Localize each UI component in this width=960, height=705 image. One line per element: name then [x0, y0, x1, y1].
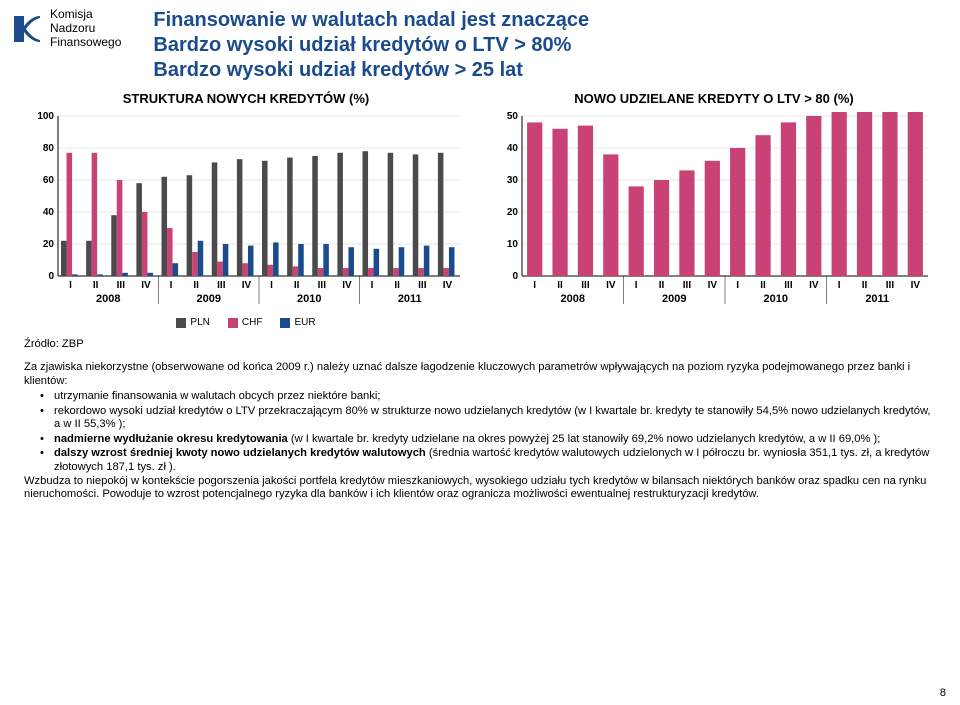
svg-text:50: 50 — [507, 111, 519, 122]
svg-text:III: III — [886, 280, 895, 291]
bullet3: nadmierne wydłużanie okresu kredytowania… — [24, 433, 936, 446]
svg-text:40: 40 — [507, 143, 519, 154]
svg-text:I: I — [736, 280, 739, 291]
svg-text:2011: 2011 — [865, 293, 889, 305]
svg-text:2008: 2008 — [96, 293, 120, 305]
logo-line1: Komisja — [50, 8, 121, 22]
svg-text:2008: 2008 — [561, 293, 585, 305]
svg-text:IV: IV — [809, 280, 819, 291]
svg-text:IV: IV — [911, 280, 921, 291]
svg-text:III: III — [683, 280, 692, 291]
bullet2: rekordowo wysoki udział kredytów o LTV p… — [24, 405, 936, 432]
svg-text:II: II — [659, 280, 665, 291]
svg-text:40: 40 — [43, 207, 55, 218]
chart1: STRUKTURA NOWYCH KREDYTÓW (%) 0 20 40 60 80 1… — [22, 91, 470, 328]
title-line2: Bardzo wysoki udział kredytów o LTV > 80… — [153, 33, 950, 58]
svg-text:III: III — [581, 280, 590, 291]
source: Źródło: ZBP — [24, 338, 936, 351]
svg-text:II: II — [294, 280, 300, 291]
svg-text:III: III — [117, 280, 126, 291]
svg-text:II: II — [862, 280, 868, 291]
svg-text:IV: IV — [708, 280, 718, 291]
intro: Za zjawiska niekorzystne (obserwowane od… — [24, 361, 936, 388]
svg-text:20: 20 — [507, 207, 519, 218]
svg-text:2009: 2009 — [662, 293, 686, 305]
svg-text:II: II — [394, 280, 400, 291]
svg-text:60: 60 — [43, 175, 55, 186]
legend-chf: CHF — [228, 317, 263, 328]
legend-pln: PLN — [176, 317, 209, 328]
svg-text:IV: IV — [141, 280, 151, 291]
svg-text:30: 30 — [507, 175, 519, 186]
charts-row: STRUKTURA NOWYCH KREDYTÓW (%) 0 20 40 60 80 1… — [0, 83, 960, 328]
chart1-title: STRUKTURA NOWYCH KREDYTÓW (%) — [22, 91, 470, 106]
svg-text:IV: IV — [242, 280, 252, 291]
svg-text:IV: IV — [342, 280, 352, 291]
chart2-svg: 01020304050IIIIIIIVIIIIIIIVIIIIIIIVIIIII… — [490, 110, 938, 310]
svg-text:I: I — [635, 280, 638, 291]
svg-text:I: I — [170, 280, 173, 291]
logo: Komisja Nadzoru Finansowego — [10, 8, 121, 49]
chart1-svg: 020406080100IIIIIIIVIIIIIIIVIIIIIIIVIIII… — [22, 110, 470, 310]
bullet1: utrzymanie finansowania w walutach obcyc… — [24, 390, 936, 403]
svg-text:I: I — [69, 280, 72, 291]
svg-text:III: III — [418, 280, 427, 291]
chart2: NOWO UDZIELANE KREDYTY O LTV > 80 (%) 0 1… — [490, 91, 938, 328]
header: Komisja Nadzoru Finansowego Finansowanie… — [0, 0, 960, 83]
page-number: 8 — [940, 687, 946, 699]
svg-text:0: 0 — [512, 271, 518, 282]
svg-text:0: 0 — [48, 271, 54, 282]
svg-text:II: II — [93, 280, 99, 291]
svg-text:80: 80 — [43, 143, 55, 154]
logo-line3: Finansowego — [50, 36, 121, 50]
bullet4: dalszy wzrost średniej kwoty nowo udziel… — [24, 447, 936, 474]
body-text: Źródło: ZBP Za zjawiska niekorzystne (ob… — [0, 328, 960, 502]
svg-text:I: I — [533, 280, 536, 291]
title-line3: Bardzo wysoki udział kredytów > 25 lat — [153, 58, 950, 83]
svg-text:I: I — [270, 280, 273, 291]
svg-text:III: III — [217, 280, 226, 291]
legend-eur: EUR — [280, 317, 315, 328]
svg-text:III: III — [784, 280, 793, 291]
svg-text:2010: 2010 — [297, 293, 321, 305]
svg-text:IV: IV — [443, 280, 453, 291]
svg-text:II: II — [760, 280, 766, 291]
svg-text:20: 20 — [43, 239, 55, 250]
final-para: Wzbudza to niepokój w kontekście pogorsz… — [24, 475, 936, 502]
svg-text:2009: 2009 — [197, 293, 221, 305]
svg-text:10: 10 — [507, 239, 519, 250]
svg-text:2011: 2011 — [398, 293, 422, 305]
chart2-title: NOWO UDZIELANE KREDYTY O LTV > 80 (%) — [490, 91, 938, 106]
chart1-legend: PLN CHF EUR — [22, 317, 470, 328]
svg-text:2010: 2010 — [764, 293, 788, 305]
svg-text:II: II — [193, 280, 199, 291]
svg-text:100: 100 — [37, 111, 54, 122]
knf-logo-icon — [10, 12, 44, 46]
logo-line2: Nadzoru — [50, 22, 121, 36]
svg-text:II: II — [557, 280, 563, 291]
svg-text:I: I — [838, 280, 841, 291]
logo-text: Komisja Nadzoru Finansowego — [50, 8, 121, 49]
svg-text:IV: IV — [606, 280, 616, 291]
svg-text:III: III — [318, 280, 327, 291]
page-title: Finansowanie w walutach nadal jest znacz… — [133, 8, 950, 83]
title-line1: Finansowanie w walutach nadal jest znacz… — [153, 8, 950, 33]
svg-text:I: I — [371, 280, 374, 291]
